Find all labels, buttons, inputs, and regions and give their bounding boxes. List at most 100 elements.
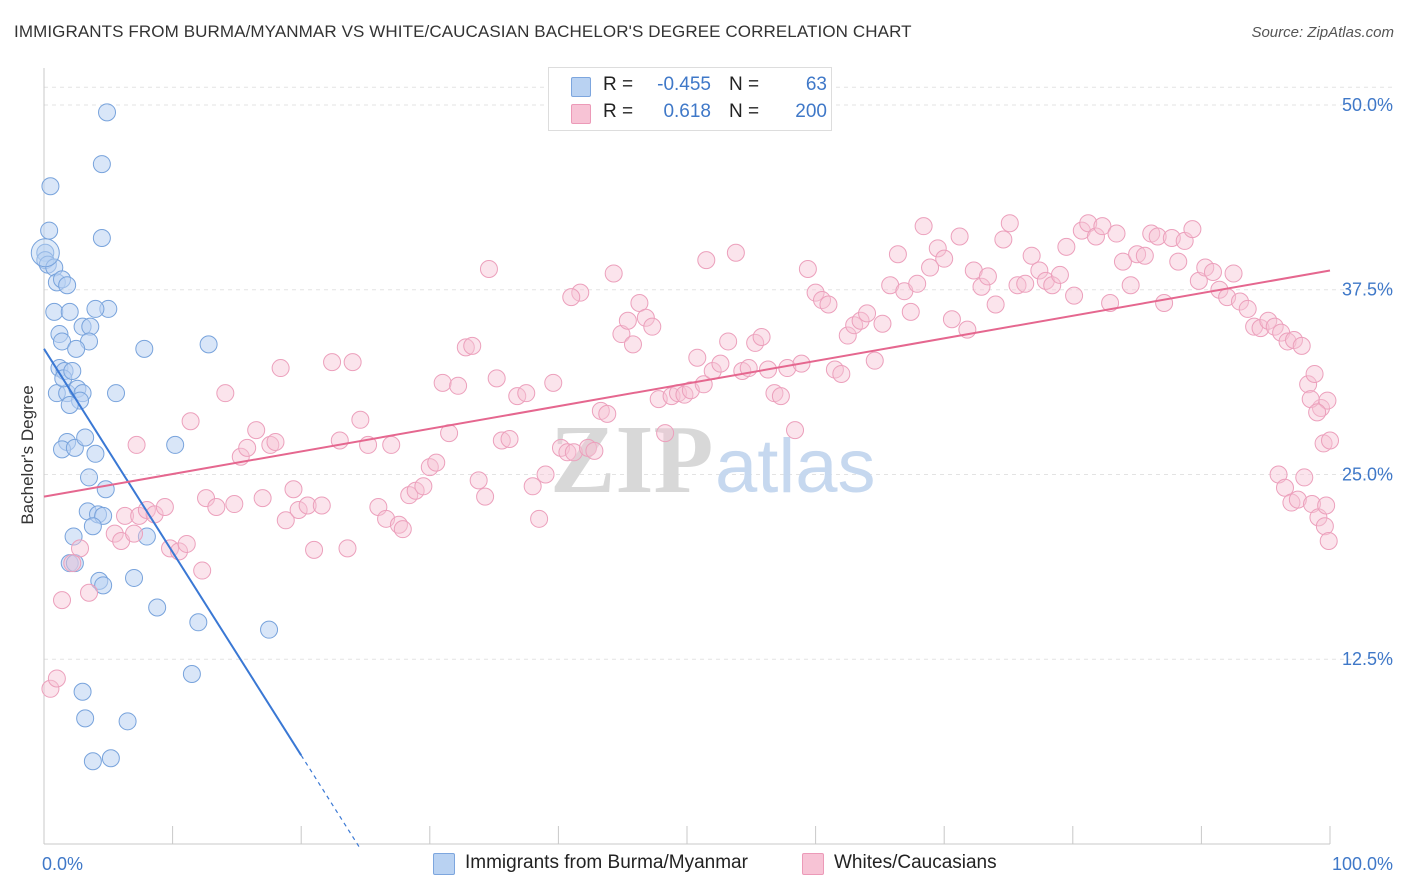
white-point xyxy=(517,384,536,403)
white-point xyxy=(289,500,308,519)
n-value: 63 xyxy=(805,74,827,95)
white-point xyxy=(1292,336,1311,355)
white-point xyxy=(271,359,290,378)
white-point xyxy=(1148,227,1167,246)
white-point xyxy=(155,497,174,516)
white-point xyxy=(382,435,401,454)
white-point xyxy=(914,217,933,236)
white-point xyxy=(469,471,488,490)
white-point xyxy=(116,506,135,525)
white-point xyxy=(986,295,1005,314)
white-point xyxy=(253,489,272,508)
white-point xyxy=(414,477,433,496)
white-point xyxy=(1169,252,1188,271)
white-point xyxy=(901,302,920,321)
chart-title: IMMIGRANTS FROM BURMA/MYANMAR VS WHITE/C… xyxy=(14,22,912,41)
burma-point xyxy=(83,752,102,771)
y-tick-label: 50.0% xyxy=(1342,95,1393,115)
burma-point xyxy=(53,332,72,351)
white-point xyxy=(53,591,72,610)
burma-points xyxy=(30,103,279,771)
white-point xyxy=(942,310,961,329)
white-point xyxy=(433,373,452,392)
white-point xyxy=(1308,403,1327,422)
white-point xyxy=(719,332,738,351)
burma-point xyxy=(199,335,218,354)
white-point xyxy=(972,277,991,296)
tick-labels: 12.5% 25.0% 37.5% 50.0% 0.0% 100.0% xyxy=(42,95,1393,874)
white-point xyxy=(41,679,60,698)
white-point xyxy=(585,441,604,460)
white-point xyxy=(623,335,642,354)
burma-point xyxy=(67,339,86,358)
white-point xyxy=(216,384,235,403)
white-point xyxy=(197,489,216,508)
y-tick-label: 12.5% xyxy=(1342,649,1393,669)
white-point xyxy=(193,561,212,580)
burma-point xyxy=(58,276,77,295)
white-point xyxy=(1093,217,1112,236)
white-point xyxy=(476,487,495,506)
white-point xyxy=(47,669,66,688)
white-point xyxy=(238,438,257,457)
white-point xyxy=(1000,214,1019,233)
white-point xyxy=(177,534,196,553)
white-point xyxy=(1155,294,1174,313)
white-point xyxy=(463,336,482,355)
white-point xyxy=(1295,468,1314,487)
burma-point-large xyxy=(30,238,60,268)
burma-point xyxy=(94,576,113,595)
burma-point xyxy=(76,428,95,447)
n-label: N = xyxy=(729,74,760,95)
white-point xyxy=(1317,496,1336,515)
white-point xyxy=(656,424,675,443)
burma-point xyxy=(107,384,126,403)
white-point xyxy=(908,274,927,293)
white-point xyxy=(1022,246,1041,265)
white-point xyxy=(1224,264,1243,283)
white-point xyxy=(1113,252,1132,271)
white-point xyxy=(798,260,817,279)
white-point xyxy=(266,432,285,451)
burma-point xyxy=(40,221,59,240)
white-point xyxy=(261,435,280,454)
white-point xyxy=(312,496,331,515)
white-point xyxy=(711,354,730,373)
white-point xyxy=(726,243,745,262)
r-label: R = xyxy=(603,101,634,122)
burma-point xyxy=(101,749,120,768)
white-point xyxy=(207,497,226,516)
burma-point xyxy=(64,527,83,546)
burma-point xyxy=(92,155,111,174)
white-point xyxy=(1278,332,1297,351)
white-point xyxy=(697,251,716,270)
burma-point xyxy=(45,302,64,321)
white-legend-swatch xyxy=(802,853,824,875)
white-point xyxy=(1135,246,1154,265)
white-point xyxy=(1121,276,1140,295)
r-value: -0.455 xyxy=(657,74,711,95)
white-point xyxy=(1101,294,1120,313)
burma-point xyxy=(60,302,79,321)
burma-point xyxy=(73,682,92,701)
white-points xyxy=(41,214,1339,698)
white-point xyxy=(487,369,506,388)
burma-point xyxy=(60,396,79,415)
white-point xyxy=(544,373,563,392)
white-trend-line xyxy=(43,269,1331,498)
burma-point xyxy=(41,177,60,196)
white-point xyxy=(284,480,303,499)
white-point xyxy=(456,338,475,357)
white-point xyxy=(1008,276,1027,295)
white-point xyxy=(604,264,623,283)
white-point xyxy=(806,283,825,302)
source-label: Source: ZipAtlas.com xyxy=(1251,24,1394,41)
white-point xyxy=(1315,517,1334,536)
white-swatch xyxy=(571,104,591,124)
white-point xyxy=(873,314,892,333)
white-legend-label: Whites/Caucasians xyxy=(834,852,997,873)
white-point xyxy=(323,353,342,372)
white-point xyxy=(688,348,707,367)
white-point xyxy=(492,431,511,450)
